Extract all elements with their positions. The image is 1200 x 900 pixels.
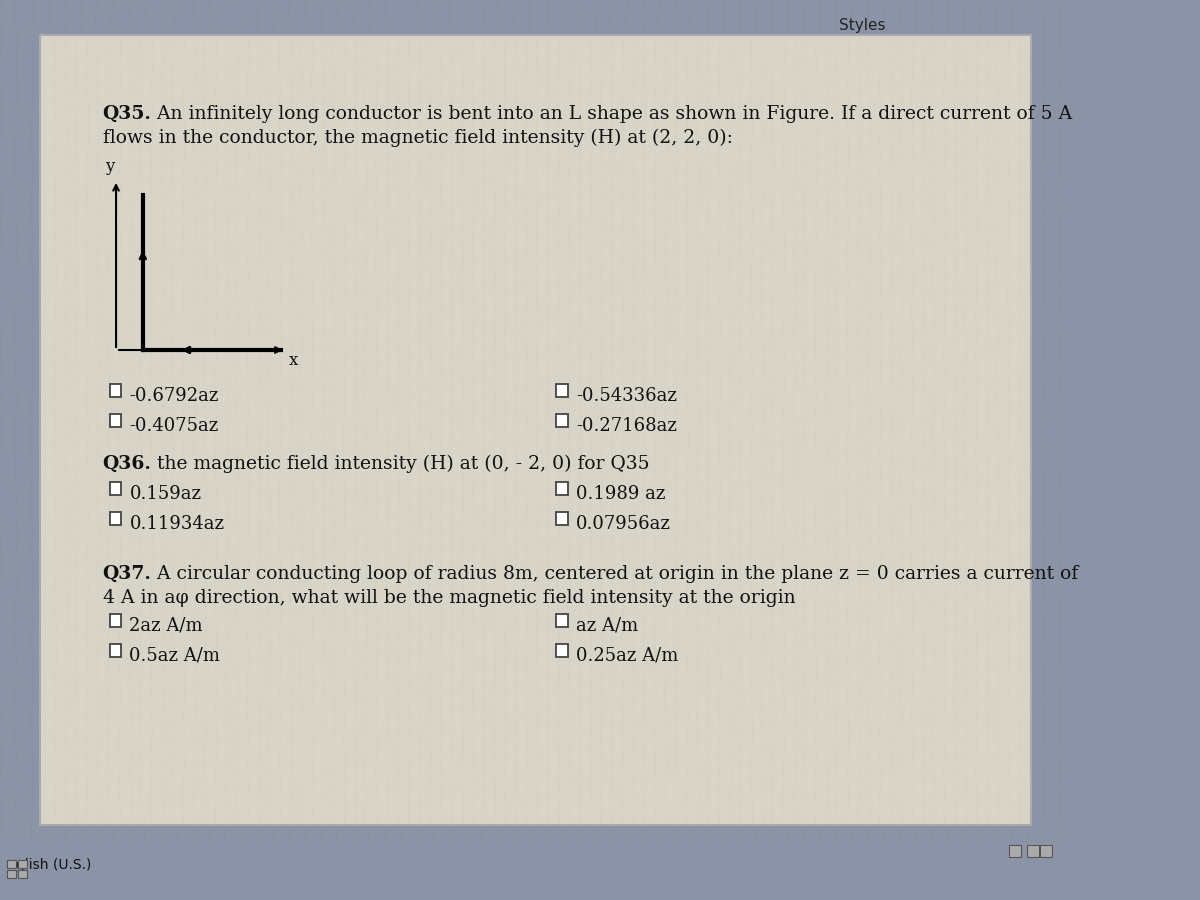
Bar — [7, 860, 16, 868]
Bar — [556, 644, 568, 657]
Text: An infinitely long conductor is bent into an L shape as shown in Figure. If a di: An infinitely long conductor is bent int… — [145, 105, 1072, 123]
Text: 0.11934az: 0.11934az — [130, 515, 224, 533]
Bar — [18, 860, 26, 868]
Text: 0.1989 az: 0.1989 az — [576, 485, 665, 503]
Bar — [109, 614, 121, 627]
Text: glish (U.S.): glish (U.S.) — [16, 858, 91, 872]
Bar — [556, 414, 568, 427]
Text: 2az A/m: 2az A/m — [130, 617, 203, 635]
Bar — [109, 512, 121, 525]
Bar — [109, 644, 121, 657]
Bar — [109, 384, 121, 397]
Text: the magnetic field intensity (H) at (0, - 2, 0) for Q35: the magnetic field intensity (H) at (0, … — [145, 455, 649, 473]
Bar — [1026, 845, 1039, 857]
Text: 0.25az A/m: 0.25az A/m — [576, 647, 678, 665]
Bar — [0, 840, 1072, 900]
Text: 0.5az A/m: 0.5az A/m — [130, 647, 221, 665]
Bar — [109, 414, 121, 427]
Text: Q37.: Q37. — [103, 565, 151, 583]
Text: Styles: Styles — [839, 18, 886, 33]
Text: az A/m: az A/m — [576, 617, 638, 635]
Text: A circular conducting loop of radius 8m, centered at origin in the plane z = 0 c: A circular conducting loop of radius 8m,… — [145, 565, 1078, 583]
Bar — [556, 512, 568, 525]
Text: -0.6792az: -0.6792az — [130, 387, 218, 405]
Text: 0.07956az: 0.07956az — [576, 515, 671, 533]
Text: Q36.: Q36. — [103, 455, 151, 473]
Bar — [1009, 845, 1021, 857]
Text: -0.27168az: -0.27168az — [576, 417, 677, 435]
Text: y: y — [104, 158, 114, 175]
Text: -0.54336az: -0.54336az — [576, 387, 677, 405]
Bar — [7, 870, 16, 878]
Bar — [1040, 845, 1052, 857]
Bar — [109, 482, 121, 495]
Text: x: x — [289, 352, 299, 369]
Text: flows in the conductor, the magnetic field intensity (H) at (2, 2, 0):: flows in the conductor, the magnetic fie… — [103, 129, 732, 148]
Bar — [556, 384, 568, 397]
Text: Q35.: Q35. — [103, 105, 151, 123]
Bar — [18, 870, 26, 878]
Text: 4 A in aφ direction, what will be the magnetic field intensity at the origin: 4 A in aφ direction, what will be the ma… — [103, 589, 796, 607]
FancyBboxPatch shape — [40, 35, 1031, 825]
Text: 0.159az: 0.159az — [130, 485, 202, 503]
Bar — [556, 482, 568, 495]
Text: -0.4075az: -0.4075az — [130, 417, 218, 435]
Bar — [556, 614, 568, 627]
